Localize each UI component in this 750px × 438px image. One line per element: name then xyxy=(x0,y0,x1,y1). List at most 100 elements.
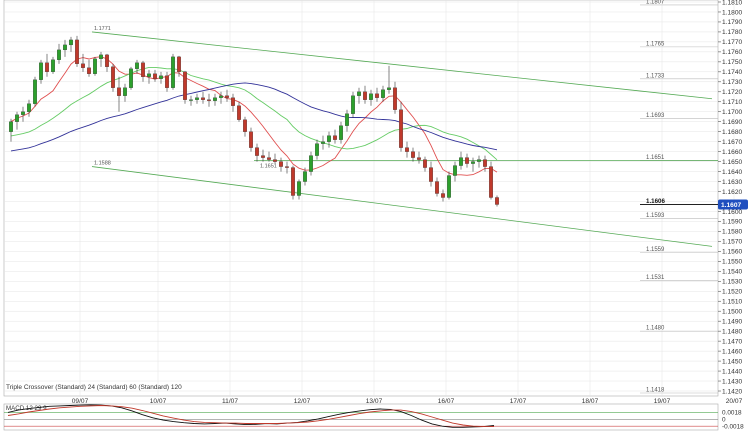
sma-fast-line xyxy=(10,56,498,176)
candle-body xyxy=(207,99,211,101)
y-tick-label: 1.1660 xyxy=(722,149,743,156)
candle-body xyxy=(477,159,481,162)
y-tick-label: 1.1490 xyxy=(722,318,743,325)
candle-body xyxy=(339,125,343,140)
candle-body xyxy=(387,87,391,90)
candle-body xyxy=(39,62,43,80)
candle-body xyxy=(471,161,475,164)
candle-body xyxy=(255,147,259,156)
candle-body xyxy=(483,159,487,167)
macd-tick-label: 0 xyxy=(722,417,726,424)
candle-body xyxy=(279,161,283,167)
candle-body xyxy=(57,49,61,60)
y-tick-label: 1.1560 xyxy=(722,249,743,256)
candle-body xyxy=(333,135,337,140)
candle-body xyxy=(201,97,205,100)
y-tick-label: 1.1710 xyxy=(722,99,743,106)
channel-upper-label: 1.1771 xyxy=(94,26,111,32)
candle-body xyxy=(225,95,229,98)
macd-tick-label: 0.0018 xyxy=(722,410,742,417)
candle-body xyxy=(357,91,361,96)
x-tick-label: 12/07 xyxy=(294,398,311,405)
price-axis: 1.1810 1.1800 1.1790 1.1780 1.1770 1.1760 1.17… xyxy=(640,0,748,395)
y-tick-label: 1.1530 xyxy=(722,279,743,286)
level-label: 1.1733 xyxy=(646,73,665,79)
support-label: 1.1651 xyxy=(260,164,277,170)
candle-body xyxy=(399,109,403,148)
candle-body xyxy=(213,97,217,101)
candle-body xyxy=(219,95,223,98)
y-tick-label: 1.1520 xyxy=(722,289,743,296)
channel-lower-label: 1.1588 xyxy=(94,161,111,167)
candle-body xyxy=(435,181,439,194)
y-tick-label: 1.1470 xyxy=(722,338,743,345)
candle-body xyxy=(153,73,157,79)
candle-body xyxy=(453,165,457,176)
macd-frame xyxy=(3,403,719,431)
y-tick-label: 1.1690 xyxy=(722,119,743,126)
y-tick-label: 1.1450 xyxy=(722,358,743,365)
y-tick-label: 1.1570 xyxy=(722,239,743,246)
candle-body xyxy=(369,93,373,100)
x-tick-label: 16/07 xyxy=(438,398,455,405)
candle-body xyxy=(429,167,433,182)
candle-body xyxy=(183,71,187,100)
candle-body xyxy=(117,87,121,96)
y-tick-label: 1.1740 xyxy=(722,69,743,76)
candle-body xyxy=(135,62,139,69)
candle-body xyxy=(15,114,19,122)
x-tick-label: 13/07 xyxy=(366,398,383,405)
y-tick-label: 1.1800 xyxy=(722,9,743,16)
y-tick-label: 1.1700 xyxy=(722,109,743,116)
y-tick-label: 1.1630 xyxy=(722,179,743,186)
x-tick-label: 17/07 xyxy=(510,398,527,405)
x-tick-label: 19/07 xyxy=(654,398,671,405)
level-label: 1.1765 xyxy=(646,41,665,47)
candle-body xyxy=(99,54,103,60)
candle-body xyxy=(177,56,181,72)
y-tick-label: 1.1620 xyxy=(722,189,743,196)
y-tick-label: 1.1680 xyxy=(722,129,743,136)
candle-body xyxy=(291,167,295,196)
level-label: 1.1807 xyxy=(646,0,665,5)
candle-body xyxy=(411,151,415,158)
candle-body xyxy=(51,59,55,72)
candle-body xyxy=(159,75,163,79)
candle-body xyxy=(267,157,271,160)
candle-body xyxy=(123,87,127,96)
candle-body xyxy=(285,166,289,168)
candle-body xyxy=(375,93,379,98)
current-price-label: 1.1606 xyxy=(646,198,665,205)
candle-body xyxy=(69,39,73,46)
level-label: 1.1418 xyxy=(646,388,665,394)
y-tick-label: 1.1420 xyxy=(722,388,743,395)
y-tick-label: 1.1760 xyxy=(722,49,743,56)
candle-body xyxy=(459,157,463,166)
y-tick-label: 1.1440 xyxy=(722,368,743,375)
y-tick-label: 1.1720 xyxy=(722,89,743,96)
x-tick-label: 10/07 xyxy=(150,398,167,405)
macd-series-line xyxy=(7,404,495,428)
y-tick-label: 1.1670 xyxy=(722,139,743,146)
candle-body xyxy=(141,62,145,77)
x-tick-label: 18/07 xyxy=(582,398,599,405)
candle-body xyxy=(105,54,109,67)
candle-body xyxy=(111,66,115,88)
y-tick-label: 1.1500 xyxy=(722,309,743,316)
candle-body xyxy=(441,193,445,198)
channel-lower xyxy=(91,166,713,247)
level-label: 1.1593 xyxy=(646,213,665,219)
candle-body xyxy=(489,166,493,198)
candle-body xyxy=(315,143,319,156)
y-tick-label: 1.1790 xyxy=(722,19,743,26)
candle-body xyxy=(297,181,301,196)
level-label: 1.1559 xyxy=(646,247,665,253)
candle-body xyxy=(321,141,325,144)
candle-body xyxy=(147,73,151,77)
candle-body xyxy=(363,91,367,100)
y-tick-label: 1.1480 xyxy=(722,328,743,335)
y-tick-label: 1.1770 xyxy=(722,39,743,46)
